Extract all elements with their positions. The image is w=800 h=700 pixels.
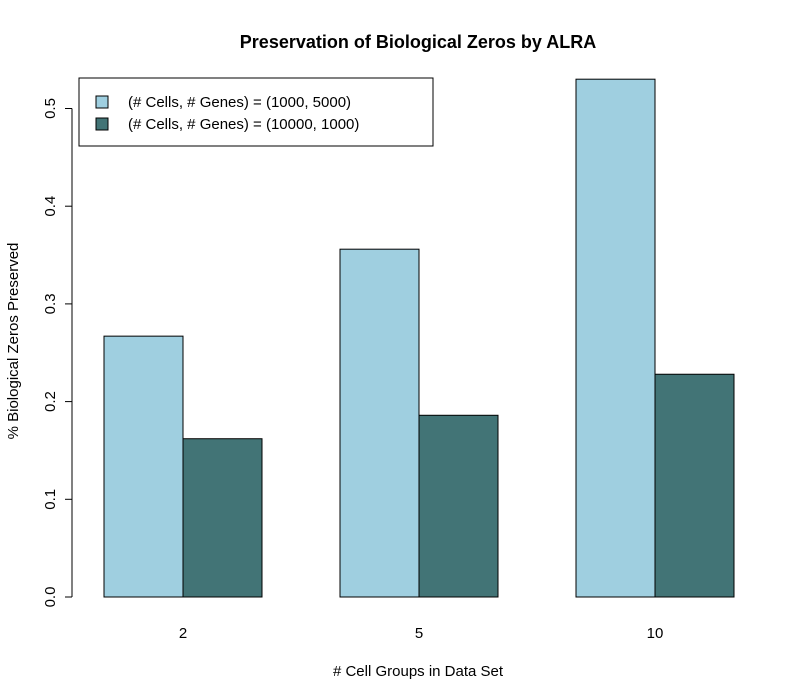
y-tick-label: 0.3 xyxy=(42,293,59,314)
y-tick-label: 0.2 xyxy=(42,391,59,412)
y-tick-label: 0.1 xyxy=(42,489,59,510)
y-axis-label: % Biological Zeros Preserved xyxy=(5,243,22,440)
y-axis: 0.0 0.1 0.2 0.3 0.4 0.5 xyxy=(42,98,73,608)
legend-entry-label: (# Cells, # Genes) = (10000, 1000) xyxy=(128,116,359,133)
x-tick-label: 10 xyxy=(647,625,664,642)
bar xyxy=(339,248,420,598)
bar xyxy=(575,78,656,598)
legend-swatch xyxy=(95,95,109,109)
y-tick-label: 0.5 xyxy=(42,98,59,119)
y-tick-label: 0.0 xyxy=(42,587,59,608)
chart-title: Preservation of Biological Zeros by ALRA xyxy=(240,32,596,52)
y-tick-label: 0.4 xyxy=(42,196,59,217)
x-tick-labels: 2 5 10 xyxy=(179,625,664,642)
x-tick-label: 5 xyxy=(415,625,423,642)
x-tick-label: 2 xyxy=(179,625,187,642)
x-axis-label: # Cell Groups in Data Set xyxy=(333,663,504,680)
bar xyxy=(654,373,735,598)
legend-swatch xyxy=(95,117,109,131)
legend-entry-label: (# Cells, # Genes) = (1000, 5000) xyxy=(128,94,351,111)
bars xyxy=(103,78,735,598)
legend: (# Cells, # Genes) = (1000, 5000) (# Cell… xyxy=(78,77,434,147)
bar xyxy=(418,414,499,598)
bar xyxy=(182,438,263,598)
legend-box xyxy=(78,77,434,147)
bar xyxy=(103,335,184,598)
